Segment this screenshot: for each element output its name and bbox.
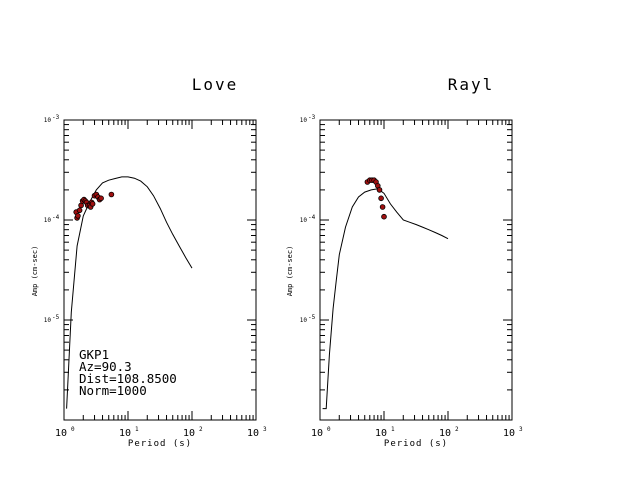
y-tick-label: 10: [300, 217, 308, 224]
x-tick-label: 10: [183, 428, 195, 439]
observed-data-point: [379, 204, 386, 210]
observed-data-point: [378, 195, 384, 202]
rayl-series: [322, 177, 449, 410]
observed-data-point: [76, 207, 83, 214]
rayl-panel: Rayl 10 0 10 1 10 2 10 3 10-510-410-3 Period (s…: [286, 75, 523, 449]
model-amplitude-curve: [322, 188, 449, 410]
x-tick-label: 10: [119, 428, 131, 439]
y-tick-label: 10: [300, 317, 308, 324]
x-tick-label: 10: [247, 428, 259, 439]
x-tick-label: 10: [375, 428, 387, 439]
y-tick-label: 10: [300, 117, 308, 124]
plot-frame-rect: [319, 119, 513, 421]
observed-data-point: [108, 191, 115, 198]
model-amplitude-curve: [66, 176, 193, 409]
love-x-tick-labels: 10 0 10 1 10 2 10 3: [55, 426, 267, 439]
x-tick-label: 10: [311, 428, 323, 439]
distance-annotation: Dist=108.8500: [79, 371, 177, 386]
love-title: Love: [192, 75, 239, 94]
x-tick-exponent: 0: [71, 426, 75, 433]
x-tick-label: 10: [503, 428, 515, 439]
observed-data-point: [376, 187, 383, 193]
x-tick-exponent: 1: [135, 426, 139, 433]
rayl-title: Rayl: [448, 75, 495, 94]
y-tick-exponent: -4: [308, 214, 316, 221]
plot-frame-rect: [63, 119, 257, 421]
norm-annotation: Norm=1000: [79, 383, 147, 398]
x-tick-exponent: 3: [519, 426, 523, 433]
observed-data-point: [75, 213, 81, 219]
love-y-tick-labels: 10-510-410-3: [44, 114, 60, 324]
love-series: [66, 176, 193, 409]
y-tick-label: 10: [44, 217, 52, 224]
x-tick-exponent: 1: [391, 426, 395, 433]
rayl-y-axis-label: Amp (cm-sec): [286, 246, 294, 297]
station-name-annotation: GKP1: [79, 347, 109, 362]
azimuth-annotation: Az=90.3: [79, 359, 132, 374]
observed-data-point: [98, 195, 104, 202]
y-tick-exponent: -5: [52, 314, 60, 321]
y-tick-exponent: -5: [308, 314, 316, 321]
x-tick-exponent: 0: [327, 426, 331, 433]
love-y-axis-label: Amp (cm-sec): [31, 246, 39, 297]
love-plot-frame: [63, 119, 257, 421]
rayl-y-tick-labels: 10-510-410-3: [300, 114, 316, 324]
love-panel: Love 10 0 10 1 10 2 10 3 10-510-410-3 Period (s…: [31, 75, 267, 449]
x-tick-exponent: 2: [455, 426, 459, 433]
y-tick-exponent: -3: [308, 114, 316, 121]
x-tick-label: 10: [55, 428, 67, 439]
x-tick-exponent: 3: [263, 426, 267, 433]
observed-data-point: [89, 201, 96, 207]
observed-data-point: [381, 213, 387, 220]
y-tick-label: 10: [44, 317, 52, 324]
x-tick-exponent: 2: [199, 426, 203, 433]
y-tick-label: 10: [44, 117, 52, 124]
rayl-x-tick-labels: 10 0 10 1 10 2 10 3: [311, 426, 523, 439]
y-tick-exponent: -3: [52, 114, 60, 121]
x-tick-label: 10: [439, 428, 451, 439]
rayl-x-axis-label: Period (s): [384, 439, 448, 449]
rayl-plot-frame: [319, 119, 513, 421]
love-x-axis-label: Period (s): [128, 439, 192, 449]
rayl-axis-ticks: [319, 119, 512, 421]
y-tick-exponent: -4: [52, 214, 60, 221]
